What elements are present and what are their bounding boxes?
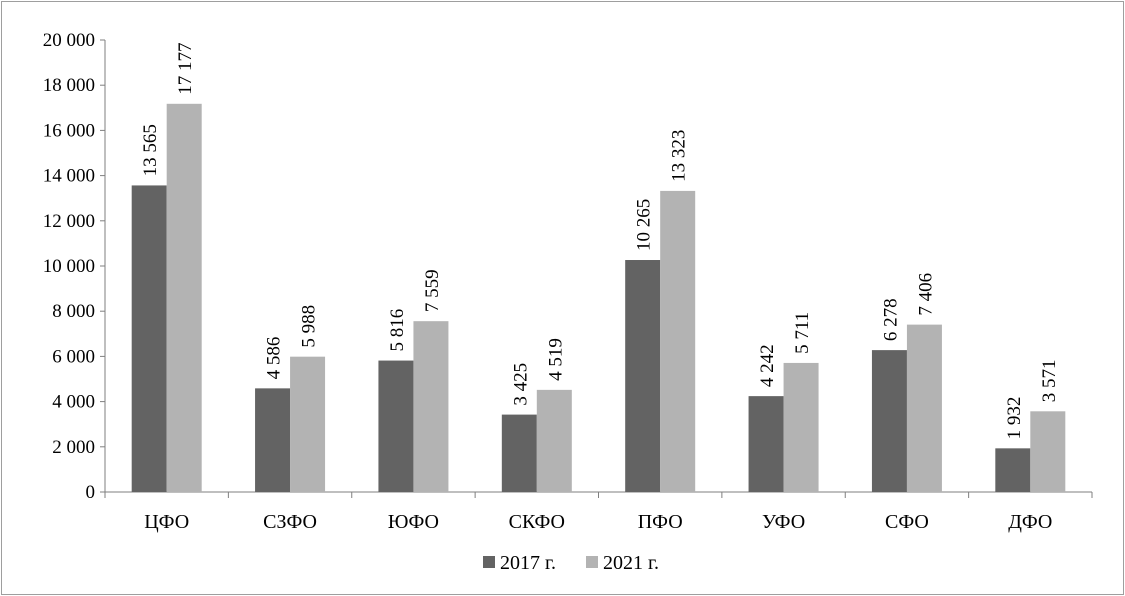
bar-series-2 — [660, 190, 696, 492]
x-category-label: СЗФО — [263, 511, 317, 533]
data-label: 5 711 — [792, 312, 813, 354]
data-label: 3 571 — [1039, 360, 1060, 403]
bar-series-1 — [501, 414, 537, 492]
bar-series-1 — [131, 185, 167, 492]
legend-label: 2017 г. — [500, 552, 556, 574]
bar-series-1 — [378, 360, 414, 492]
legend-swatch — [586, 556, 598, 568]
bar-series-1 — [748, 396, 784, 492]
data-label: 17 177 — [175, 43, 196, 95]
bar-series-2 — [290, 356, 326, 492]
y-tick-label: 2 000 — [52, 437, 95, 458]
y-tick-label: 14 000 — [43, 166, 95, 187]
y-tick-label: 20 000 — [43, 30, 95, 51]
x-category-label: СФО — [885, 511, 929, 533]
x-category-label: СКФО — [509, 511, 565, 533]
y-tick-label: 16 000 — [43, 120, 95, 141]
bar-series-2 — [413, 321, 449, 492]
legend-label: 2021 г. — [603, 552, 659, 574]
x-category-label: УФО — [762, 511, 805, 533]
y-tick-label: 8 000 — [52, 301, 95, 322]
y-axis: 0 2 000 4 000 6 000 8 000 10 000 12 000 14 000 1… — [43, 30, 106, 503]
data-label: 4 242 — [757, 344, 778, 387]
bar-series-2 — [166, 103, 202, 492]
y-tick-label: 0 — [86, 482, 96, 503]
y-tick-label: 18 000 — [43, 75, 95, 96]
data-label: 4 519 — [545, 338, 566, 381]
data-label: 3 425 — [510, 363, 531, 406]
bar-series-1 — [871, 350, 907, 492]
x-category-label: ДФО — [1008, 511, 1052, 533]
data-label: 13 323 — [669, 130, 690, 182]
legend-swatch — [483, 556, 495, 568]
bar-series-2 — [536, 389, 572, 492]
data-label: 7 406 — [915, 273, 936, 316]
data-label: 5 816 — [387, 309, 408, 352]
x-category-label: ЦФО — [144, 511, 189, 533]
x-category-label: ПФО — [638, 511, 683, 533]
y-tick-label: 12 000 — [43, 211, 95, 232]
bar-series-2 — [906, 324, 942, 492]
x-axis: ЦФО СЗФО ЮФО СКФО ПФО УФО СФО ДФО — [104, 491, 1093, 533]
data-label: 7 559 — [422, 269, 443, 312]
data-label: 5 988 — [299, 305, 320, 348]
y-tick-label: 6 000 — [52, 346, 95, 367]
legend: 2017 г. 2021 г. — [483, 552, 659, 574]
bar-series-1 — [625, 260, 661, 492]
data-label: 10 265 — [634, 199, 655, 251]
bar-series-2 — [783, 362, 819, 492]
bar-series-1 — [995, 448, 1031, 492]
x-category-label: ЮФО — [388, 511, 439, 533]
y-tick-label: 4 000 — [52, 392, 95, 413]
y-tick-label: 10 000 — [43, 256, 95, 277]
bar-series-1 — [255, 388, 291, 492]
data-label: 1 932 — [1004, 397, 1025, 440]
data-labels: 13 565 17 177 4 586 5 988 5 816 7 559 3 425 4 5… — [140, 43, 1060, 440]
bars — [131, 103, 1066, 492]
bar-series-2 — [1030, 411, 1066, 492]
data-label: 4 586 — [264, 337, 285, 380]
data-label: 6 278 — [880, 298, 901, 341]
data-label: 13 565 — [140, 124, 161, 176]
